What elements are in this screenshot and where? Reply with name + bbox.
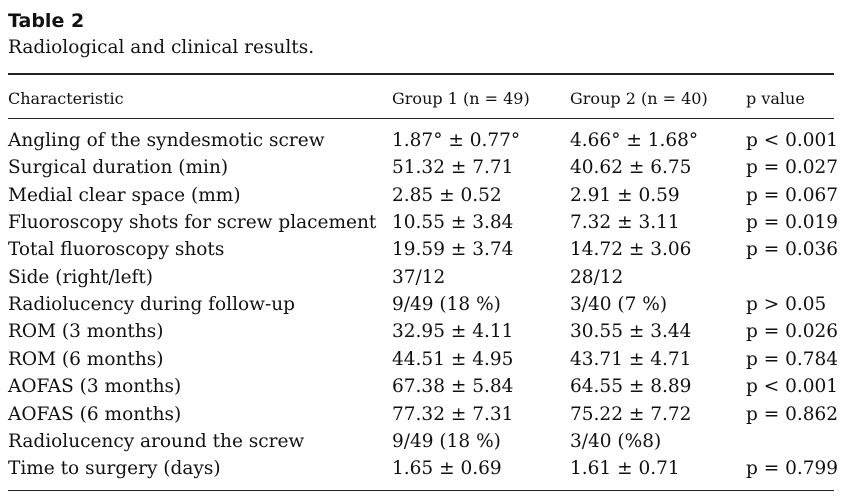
cell-group-2: 43.71 ± 4.71	[570, 348, 692, 370]
cell-group-1: 67.38 ± 5.84	[392, 376, 514, 398]
table-row: Total fluoroscopy shots 19.59 ± 3.74 14.72…	[8, 237, 838, 264]
table-row: ROM (6 months) 44.51 ± 4.95 43.71 ± 4.71 p …	[8, 347, 838, 374]
cell-group-1: 2.85 ± 0.52	[392, 184, 502, 206]
cell-group-2: 4.66° ± 1.68°	[570, 130, 699, 151]
cell-characteristic: Total fluoroscopy shots	[8, 239, 225, 261]
cell-characteristic: Medial clear space (mm)	[8, 184, 241, 206]
cell-group-2: 3/40 (7 %)	[570, 294, 668, 316]
cell-group-1: 10.55 ± 3.84	[392, 212, 514, 234]
cell-group-1: 1.87° ± 0.77°	[392, 130, 521, 151]
cell-p-value: p = 0.067	[746, 184, 839, 206]
cell-group-1: 19.59 ± 3.74	[392, 239, 514, 261]
header-group-2: Group 2 (n = 40)	[570, 89, 708, 108]
cell-group-2: 3/40 (%8)	[570, 430, 662, 452]
cell-group-1: 51.32 ± 7.71	[392, 157, 514, 179]
cell-characteristic: Fluoroscopy shots for screw placement	[8, 212, 377, 234]
cell-group-2: 75.22 ± 7.72	[570, 403, 692, 425]
cell-p-value: p < 0.001	[746, 130, 839, 151]
cell-group-1: 32.95 ± 4.11	[392, 321, 514, 343]
cell-characteristic: Radiolucency during follow-up	[8, 294, 295, 316]
table-subtitle: Radiological and clinical results.	[8, 37, 315, 58]
cell-p-value: p = 0.036	[746, 239, 839, 261]
table-header-row: Characteristic Group 1 (n = 49) Group 2 …	[8, 86, 834, 112]
table-row: ROM (3 months) 32.95 ± 4.11 30.55 ± 3.44 p …	[8, 319, 838, 346]
cell-group-2: 14.72 ± 3.06	[570, 239, 692, 261]
top-rule	[8, 73, 834, 75]
cell-group-2: 40.62 ± 6.75	[570, 157, 692, 179]
cell-p-value: p = 0.862	[746, 403, 839, 425]
table-row: Radiolucency during follow-up 9/49 (18 %)…	[8, 292, 834, 319]
cell-group-1: 1.65 ± 0.69	[392, 458, 502, 480]
cell-characteristic: Time to surgery (days)	[8, 458, 221, 480]
table-row: AOFAS (3 months) 67.38 ± 5.84 64.55 ± 8.89…	[8, 374, 838, 401]
table-row: Surgical duration (min) 51.32 ± 7.71 40.62…	[8, 155, 838, 182]
cell-characteristic: Radiolucency around the screw	[8, 430, 305, 452]
cell-group-2: 30.55 ± 3.44	[570, 321, 692, 343]
cell-group-2: 2.91 ± 0.59	[570, 184, 680, 206]
cell-p-value: p = 0.799	[746, 458, 839, 480]
cell-group-1: 44.51 ± 4.95	[392, 348, 514, 370]
table-title: Table 2	[8, 10, 85, 32]
cell-p-value: p < 0.001	[746, 376, 839, 398]
cell-group-1: 37/12	[392, 266, 446, 288]
cell-p-value: p = 0.784	[746, 348, 839, 370]
table-row: Angling of the syndesmotic screw 1.87° ± …	[8, 128, 838, 155]
cell-group-1: 9/49 (18 %)	[392, 430, 501, 452]
cell-p-value: p = 0.027	[746, 157, 839, 179]
cell-characteristic: Surgical duration (min)	[8, 157, 229, 179]
cell-p-value: p > 0.05	[746, 294, 827, 316]
table-row: Time to surgery (days) 1.65 ± 0.69 1.61 ± …	[8, 456, 838, 483]
cell-characteristic: Side (right/left)	[8, 266, 154, 288]
cell-characteristic: ROM (3 months)	[8, 321, 164, 343]
cell-characteristic: Angling of the syndesmotic screw	[8, 130, 325, 151]
header-p-value: p value	[746, 89, 805, 108]
bottom-rule	[8, 490, 834, 491]
table-row: Medial clear space (mm) 2.85 ± 0.52 2.91 ±…	[8, 183, 838, 210]
cell-group-2: 7.32 ± 3.11	[570, 212, 680, 234]
cell-characteristic: AOFAS (3 months)	[8, 376, 182, 398]
cell-p-value: p = 0.026	[746, 321, 839, 343]
cell-characteristic: AOFAS (6 months)	[8, 403, 182, 425]
table-row: Side (right/left) 37/12 28/12	[8, 265, 834, 292]
header-group-1: Group 1 (n = 49)	[392, 89, 530, 108]
cell-p-value: p = 0.019	[746, 212, 839, 234]
table-row: AOFAS (6 months) 77.32 ± 7.31 75.22 ± 7.72…	[8, 402, 838, 429]
header-characteristic: Characteristic	[8, 89, 124, 108]
table-row: Fluoroscopy shots for screw placement 10.…	[8, 210, 838, 237]
header-rule	[8, 118, 834, 119]
cell-group-1: 9/49 (18 %)	[392, 294, 501, 316]
cell-group-2: 1.61 ± 0.71	[570, 458, 680, 480]
cell-characteristic: ROM (6 months)	[8, 348, 164, 370]
cell-group-2: 64.55 ± 8.89	[570, 376, 692, 398]
cell-group-1: 77.32 ± 7.31	[392, 403, 514, 425]
cell-group-2: 28/12	[570, 266, 624, 288]
table-row: Radiolucency around the screw 9/49 (18 %)…	[8, 429, 834, 456]
